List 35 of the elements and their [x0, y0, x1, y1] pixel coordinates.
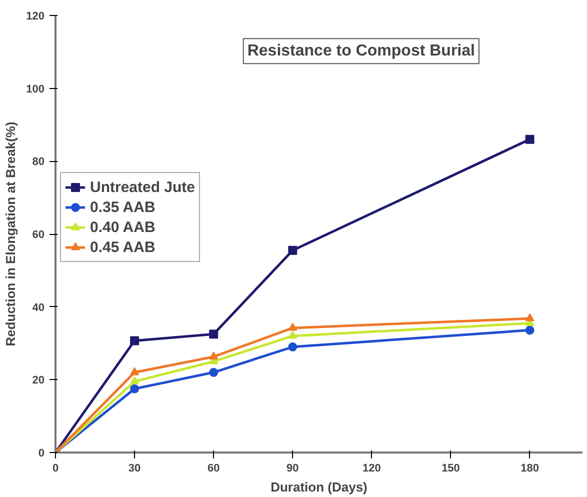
point	[288, 330, 298, 339]
point	[209, 352, 218, 360]
point	[130, 376, 140, 384]
x-tick-label: 90	[286, 462, 299, 474]
x-tick-label: 60	[207, 462, 220, 474]
y-tick-label: 60	[32, 229, 45, 241]
y-tick-label: 20	[32, 374, 45, 387]
y-tick-label: 120	[26, 10, 45, 22]
point	[525, 326, 534, 335]
y-tick-label: 40	[32, 302, 45, 314]
point	[209, 368, 218, 377]
x-tick-label: 180	[520, 462, 539, 474]
point	[288, 322, 298, 331]
y-tick-label: 100	[26, 83, 45, 96]
x-tick-label: 30	[128, 462, 141, 474]
legend-label: 0.40 AAB	[90, 218, 156, 236]
x-tick-label: 0	[52, 462, 59, 474]
x-tick-label: 150	[442, 462, 460, 474]
point	[130, 336, 140, 346]
point	[525, 134, 534, 144]
point	[288, 342, 298, 352]
point	[130, 384, 140, 394]
legend-label: 0.45 AAB	[90, 238, 156, 256]
y-axis-title: Reduction in Elongation at Break(%)	[3, 122, 18, 346]
text: Resistance to Compost Burial	[247, 42, 475, 60]
y-tick-label: 0	[38, 448, 45, 460]
point	[288, 246, 298, 255]
point	[209, 330, 218, 339]
y-tick-label: 80	[32, 156, 45, 168]
legend-label: Untreated Jute	[90, 178, 196, 196]
point	[130, 367, 140, 376]
legend-label: 0.35 AAB	[90, 198, 156, 216]
x-tick-label: 120	[362, 462, 381, 474]
x-axis-title: Duration (Days)	[270, 480, 368, 494]
point	[525, 313, 534, 322]
